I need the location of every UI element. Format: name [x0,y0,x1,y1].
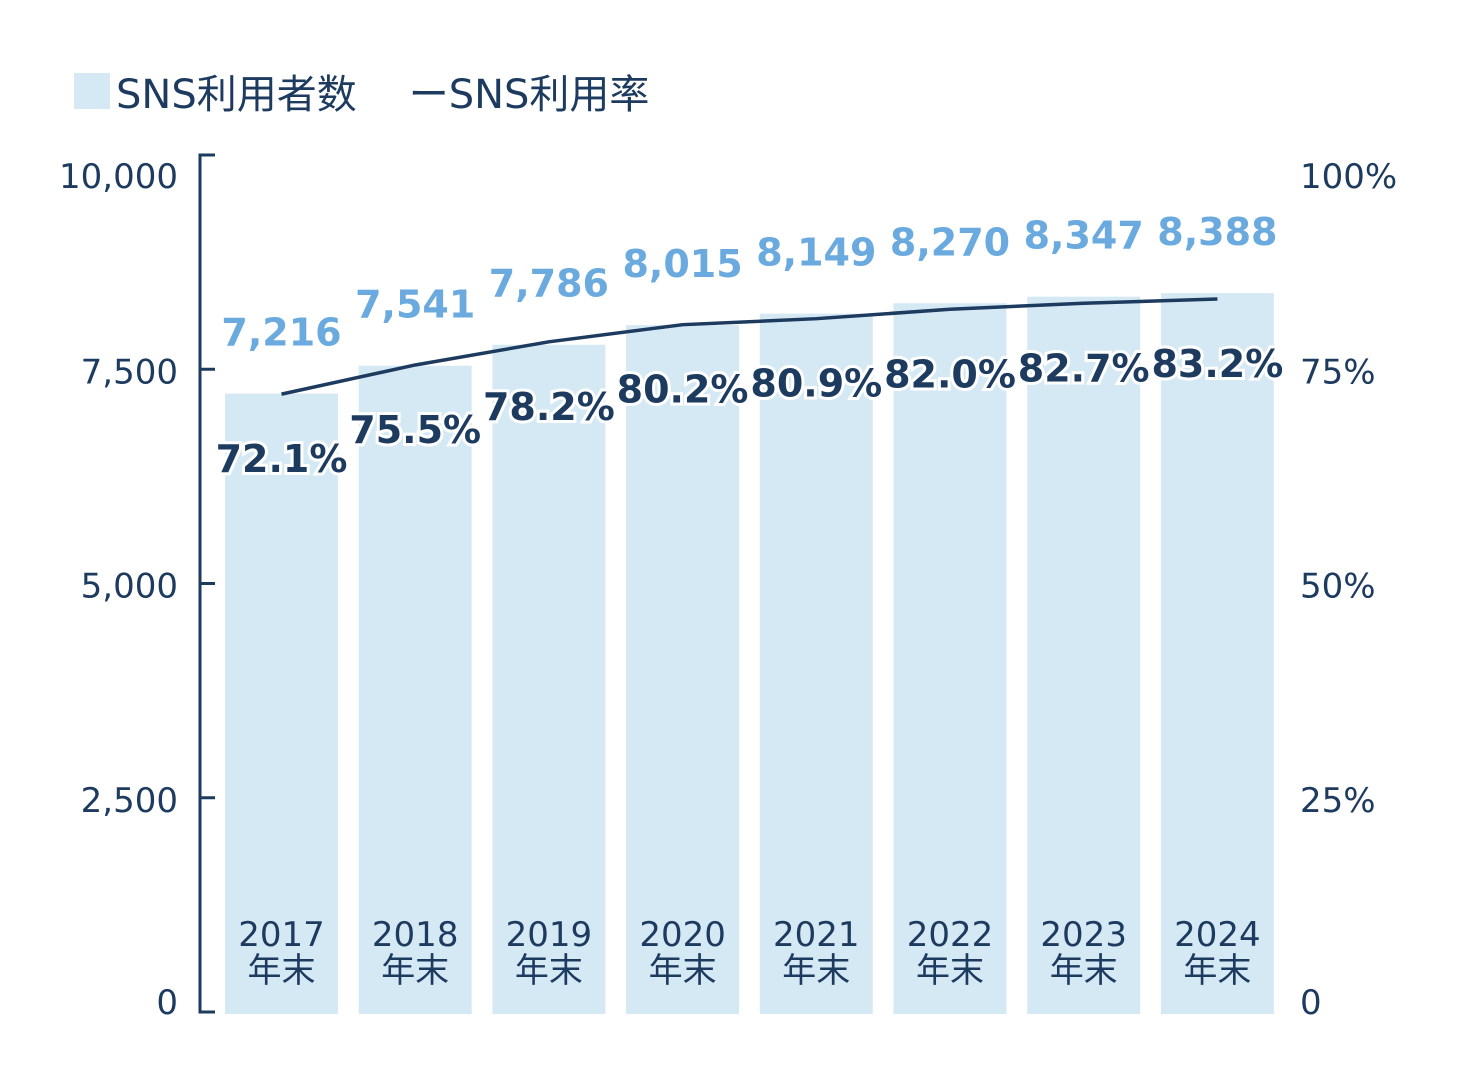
right-axis-tick-label: 0 [1300,983,1322,1023]
bar [358,365,472,1014]
line-value-label: 83.2% [1151,342,1283,386]
legend-bar-swatch [74,73,110,109]
line-value-label: 72.1% [216,437,348,481]
x-axis-year-label: 2022 [907,915,994,955]
right-axis-tick-label: 25% [1300,781,1376,821]
x-axis-suffix-label: 年末 [381,951,449,991]
x-axis-suffix-label: 年末 [1183,951,1251,991]
x-axis-year-label: 2020 [639,915,726,955]
x-axis-year-label: 2023 [1040,915,1127,955]
x-axis-suffix-label: 年末 [916,951,984,991]
x-axis-suffix-label: 年末 [515,951,583,991]
x-axis-year-label: 2024 [1174,915,1261,955]
bar-value-label: 8,347 [1024,214,1144,258]
left-axis-tick-label: 7,500 [81,352,178,392]
line-value-label: 82.7% [1018,346,1150,390]
x-axis-suffix-label: 年末 [649,951,717,991]
legend-bars-label: SNS利用者数 [116,72,357,118]
bar-value-label: 7,786 [489,262,609,306]
x-axis-year-label: 2017 [238,915,325,955]
left-axis-tick-label: 2,500 [81,781,178,821]
chart-legend: SNS利用者数 ーSNS利用率 [74,62,649,120]
x-axis-year-label: 2018 [372,915,459,955]
right-axis-tick-label: 50% [1300,567,1376,607]
bar-value-label: 8,388 [1157,210,1277,254]
x-axis-suffix-label: 年末 [248,951,316,991]
bar-value-label: 7,541 [355,283,475,327]
left-axis-tick-label: 5,000 [81,567,178,607]
right-axis-tick-label: 100% [1300,157,1397,197]
bar [759,313,873,1014]
bar-value-label: 7,216 [221,311,341,355]
left-axis-tick-label: 0 [156,983,178,1023]
bar [893,303,1007,1014]
line-value-label: 75.5% [349,408,481,452]
x-axis-year-label: 2019 [506,915,593,955]
bar [626,325,740,1014]
bar-value-label: 8,270 [890,220,1010,264]
bar [492,344,606,1014]
right-axis-tick-label: 75% [1300,352,1376,392]
bar-value-label: 8,149 [756,231,876,275]
bar [1160,293,1274,1014]
x-axis-suffix-label: 年末 [1050,951,1118,991]
x-axis-suffix-label: 年末 [782,951,850,991]
left-axis-tick-label: 10,000 [59,157,178,197]
x-axis-year-label: 2021 [773,915,860,955]
line-value-label: 82.0% [884,352,1016,396]
bar [225,393,338,1014]
bar-value-label: 8,015 [622,242,742,286]
line-value-label: 80.9% [750,362,882,406]
bar [1027,296,1141,1014]
legend-line-label: ーSNS利用率 [408,72,650,118]
rate-line [281,297,1218,396]
line-value-label: 78.2% [483,385,615,429]
line-value-label: 80.2% [617,368,749,412]
